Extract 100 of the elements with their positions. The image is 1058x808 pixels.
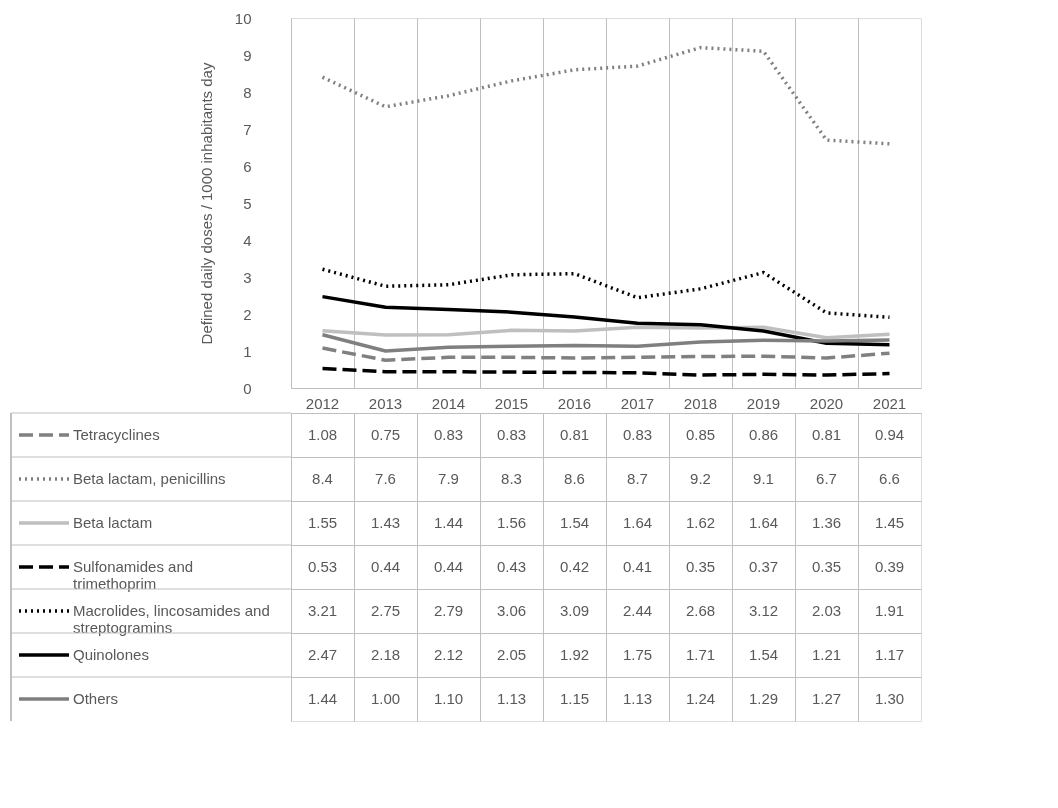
data-label: 0.83 [496,426,527,443]
data-label: 1.64 [622,514,653,531]
data-label: 1.43 [370,514,401,531]
data-label: 0.42 [559,558,590,575]
line-series [320,267,892,320]
data-label: 0.86 [748,426,779,443]
data-label: 1.62 [685,514,716,531]
x-tick-label: 2019 [746,394,781,412]
data-label: 0.83 [433,426,464,443]
data-label: 1.08 [307,426,338,443]
legend-label: Sulfonamides and trimethoprim [73,558,194,592]
data-label: 1.45 [874,514,905,531]
data-label: 1.27 [811,690,842,707]
data-label: 1.17 [874,646,905,663]
y-tick-label: 0 [243,379,252,397]
data-label: 0.43 [496,558,527,575]
data-label: 2.44 [622,602,653,619]
data-label: 1.21 [811,646,842,663]
data-label: 0.85 [685,426,716,443]
legend-label: Beta lactam [73,514,153,531]
data-label: 0.81 [811,426,842,443]
data-label: 7.6 [375,470,396,487]
data-label: 2.47 [307,646,338,663]
data-label: 3.06 [496,602,527,619]
x-tick-label: 2021 [872,394,907,412]
data-label: 7.9 [438,470,459,487]
y-tick-label: 6 [243,157,252,175]
y-tick-label: 2 [243,305,252,323]
y-tick-label: 3 [243,268,252,286]
data-label: 8.7 [627,470,648,487]
data-label: 1.64 [748,514,779,531]
x-tick-label: 2015 [494,394,529,412]
data-label: 1.15 [559,690,590,707]
legend-label: Quinolones [73,646,149,663]
data-label: 0.75 [370,426,401,443]
legend-label: Others [73,690,119,707]
line-series [320,346,892,362]
data-label: 1.54 [559,514,590,531]
data-label: 0.44 [433,558,464,575]
data-label: 2.68 [685,602,716,619]
y-tick-label: 9 [243,46,252,64]
data-label: 2.12 [433,646,464,663]
data-label: 1.10 [433,690,464,707]
data-label: 0.53 [307,558,338,575]
data-label: 1.54 [748,646,779,663]
data-label: 3.21 [307,602,338,619]
data-label: 2.75 [370,602,401,619]
data-label: 8.3 [501,470,522,487]
data-label: 1.55 [307,514,338,531]
data-label: 1.24 [685,690,716,707]
line-series [320,332,892,353]
data-label: 6.6 [879,470,900,487]
x-tick-label: 2020 [809,394,844,412]
y-tick-label: 1 [243,342,252,360]
x-tick-label: 2018 [683,394,718,412]
data-label: 0.35 [811,558,842,575]
data-label: 1.44 [307,690,338,707]
x-tick-label: 2014 [431,394,466,412]
legend-label: Beta lactam, penicillins [73,470,226,487]
data-label: 9.2 [690,470,711,487]
data-label: 1.92 [559,646,590,663]
legend-label: Tetracyclines [73,426,160,443]
data-label: 6.7 [816,470,837,487]
data-label: 1.44 [433,514,464,531]
data-label: 1.56 [496,514,527,531]
y-tick-label: 8 [243,83,252,101]
data-label: 8.4 [312,470,333,487]
line-series [320,294,892,347]
y-tick-label: 4 [243,231,252,249]
data-label: 1.13 [496,690,527,707]
data-label: 2.18 [370,646,401,663]
x-tick-label: 2013 [368,394,403,412]
data-label: 1.29 [748,690,779,707]
data-label: 1.36 [811,514,842,531]
data-label: 1.91 [874,602,905,619]
legend-label: Macrolides, lincosamides and streptogramins [73,602,270,636]
y-axis-title: Defined daily doses / 1000 inhabitants day [197,62,215,345]
x-tick-label: 2017 [620,394,655,412]
x-tick-label: 2016 [557,394,592,412]
data-label: 1.71 [685,646,716,663]
data-label: 0.81 [559,426,590,443]
x-tick-label: 2012 [305,394,340,412]
data-label: 1.75 [622,646,653,663]
data-label: 0.41 [622,558,653,575]
data-label: 0.35 [685,558,716,575]
data-label: 0.83 [622,426,653,443]
data-label: 3.12 [748,602,779,619]
data-label: 0.37 [748,558,779,575]
data-label: 0.94 [874,426,905,443]
line-series [320,45,892,146]
data-label: 3.09 [559,602,590,619]
y-tick-label: 10 [234,9,252,27]
data-label: 2.79 [433,602,464,619]
data-label: 0.39 [874,558,905,575]
data-label: 9.1 [753,470,774,487]
data-label: 1.00 [370,690,401,707]
y-tick-label: 7 [243,120,252,138]
data-label: 2.05 [496,646,527,663]
data-label: 8.6 [564,470,585,487]
data-label: 1.13 [622,690,653,707]
